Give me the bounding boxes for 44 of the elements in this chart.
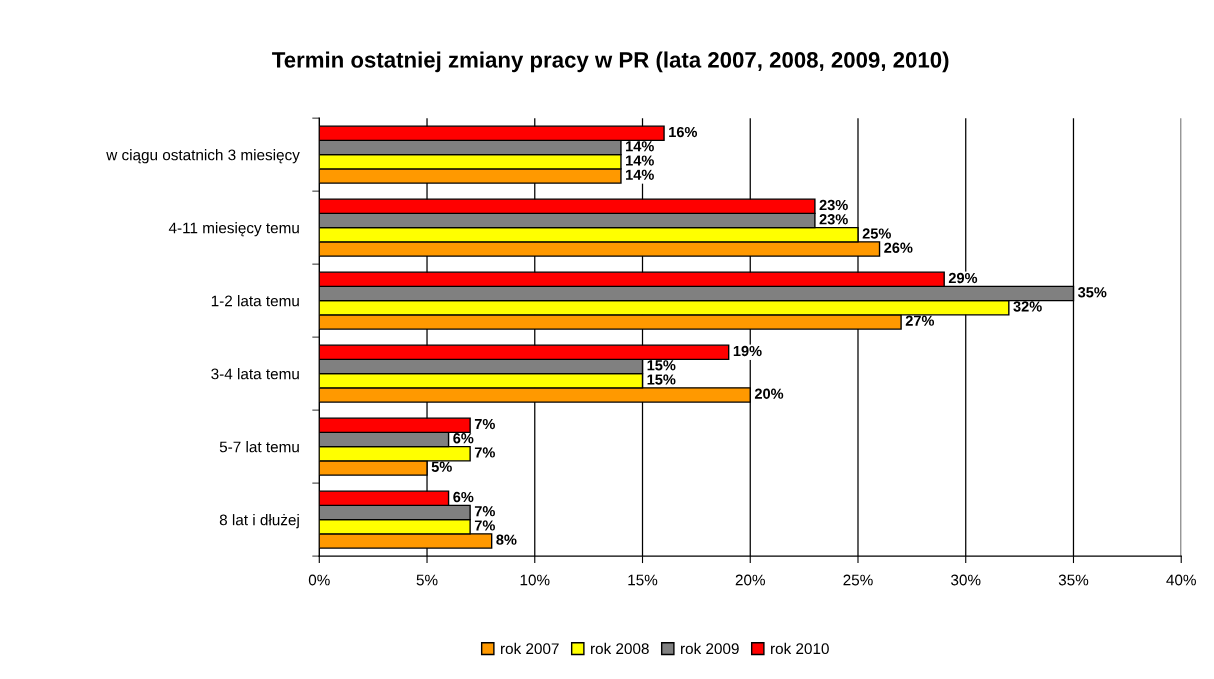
- x-tick-label: 25%: [843, 574, 873, 586]
- chart-title: Termin ostatniej zmiany pracy w PR (lata 2007, 2008, 2009, 2010): [272, 51, 949, 73]
- data-label: 15%: [647, 374, 676, 385]
- data-label: 7%: [474, 447, 495, 458]
- x-tick-label: 5%: [416, 574, 438, 586]
- data-label: 16%: [669, 126, 698, 138]
- x-tick-label: 30%: [951, 574, 981, 586]
- y-tick-label: 8 lat i dłużej: [219, 514, 299, 529]
- y-tick-label: 1-2 lata temu: [211, 295, 299, 307]
- data-label: 23%: [819, 214, 848, 225]
- x-tick-label: 35%: [1058, 574, 1089, 586]
- data-label: 14%: [626, 141, 654, 152]
- data-label: 25%: [862, 228, 891, 239]
- data-label: 6%: [453, 433, 474, 444]
- y-tick-label: 4-11 miesięcy temu: [168, 222, 299, 237]
- y-tick-label: 5-7 lat temu: [219, 441, 299, 453]
- x-tick-label: 10%: [520, 574, 550, 586]
- data-label: 27%: [905, 315, 935, 326]
- data-label: 7%: [474, 520, 495, 531]
- data-label: 23%: [819, 199, 848, 211]
- data-label: 26%: [884, 242, 913, 253]
- data-label: 20%: [754, 388, 784, 399]
- data-label: 19%: [733, 345, 762, 357]
- y-tick-label: w ciągu ostatnich 3 miesięcy: [106, 149, 300, 164]
- data-label: 8%: [496, 534, 517, 545]
- x-tick-label: 40%: [1166, 574, 1196, 586]
- x-tick-label: 0%: [308, 574, 330, 586]
- data-label: 15%: [647, 360, 676, 371]
- data-label: 35%: [1077, 287, 1107, 298]
- x-tick-label: 15%: [628, 574, 658, 586]
- data-label: 29%: [948, 272, 978, 284]
- legend-label: rok 2008: [591, 642, 649, 655]
- data-label: 14%: [626, 155, 654, 166]
- data-label: 6%: [453, 491, 474, 503]
- data-label: 32%: [1013, 301, 1042, 312]
- data-label: 7%: [474, 506, 495, 517]
- legend-label: rok 2009: [681, 642, 739, 655]
- data-label: 14%: [626, 169, 654, 180]
- y-tick-label: 3-4 lata temu: [211, 368, 299, 380]
- legend-label: rok 2010: [771, 642, 829, 655]
- x-tick-label: 20%: [735, 574, 765, 586]
- data-label: 5%: [431, 461, 452, 472]
- legend-label: rok 2007: [501, 642, 559, 655]
- data-label: 7%: [474, 418, 495, 430]
